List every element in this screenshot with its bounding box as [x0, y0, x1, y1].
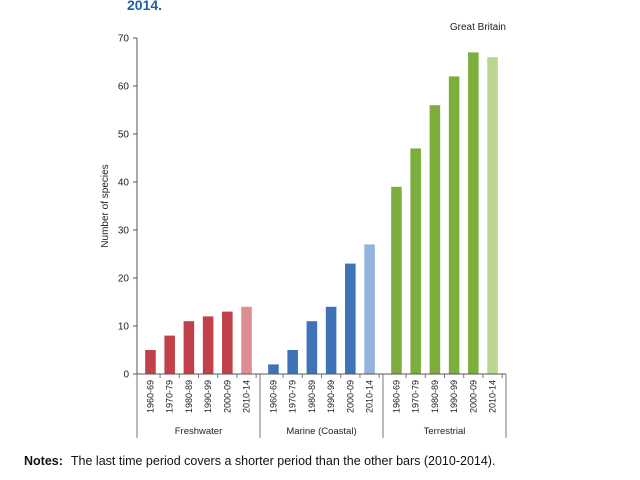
- bar: [429, 105, 441, 374]
- chart-annotation: Great Britain: [450, 22, 506, 33]
- bar: [448, 76, 460, 375]
- x-tick-label: 2000-09: [222, 380, 232, 413]
- bar: [222, 311, 233, 374]
- group-label: Terrestrial: [424, 426, 466, 437]
- group-label: Freshwater: [175, 426, 223, 437]
- x-tick-label: 2000-09: [345, 380, 355, 413]
- y-tick-label: 0: [123, 370, 129, 381]
- bar: [202, 316, 214, 374]
- y-tick-label: 20: [118, 274, 130, 285]
- x-tick-label: 1970-79: [288, 380, 298, 413]
- bar: [145, 350, 156, 374]
- bar: [410, 148, 421, 374]
- y-tick-label: 40: [118, 178, 130, 189]
- y-tick-label: 30: [118, 226, 130, 237]
- x-tick-label: 1980-89: [430, 380, 440, 413]
- y-tick-label: 10: [118, 322, 130, 333]
- x-tick-label: 1980-89: [184, 380, 194, 413]
- bar: [391, 186, 402, 374]
- y-tick-label: 70: [118, 34, 130, 45]
- x-tick-label: 1960-69: [145, 380, 155, 413]
- x-tick-label: 2000-09: [468, 380, 478, 413]
- x-tick-label: 1990-99: [449, 380, 459, 413]
- x-tick-label: 1980-89: [307, 380, 317, 413]
- notes-label: Notes:: [24, 454, 63, 468]
- bar: [306, 321, 318, 374]
- notes: Notes: The last time period covers a shor…: [24, 454, 495, 468]
- bar-chart: 0 10 20 30 40 50 60 70 Number of species Great Br…: [100, 22, 507, 438]
- y-tick-label: 50: [118, 130, 130, 141]
- x-tick-label: 1970-79: [165, 380, 175, 413]
- x-tick-label: 1990-99: [203, 380, 213, 413]
- x-tick-label: 1960-69: [268, 380, 278, 413]
- x-tick-label: 2010-14: [365, 380, 375, 413]
- x-tick-label: 2010-14: [488, 380, 498, 413]
- bar: [468, 52, 479, 375]
- y-axis-title: Number of species: [100, 164, 111, 247]
- bar: [241, 306, 252, 374]
- bar: [487, 57, 498, 374]
- group-label: Marine (Coastal): [286, 426, 356, 437]
- bar: [268, 364, 279, 374]
- y-tick-label: 60: [118, 82, 130, 93]
- x-tick-label: 1960-69: [391, 380, 401, 413]
- x-tick-label: 1970-79: [411, 380, 421, 413]
- x-tick-label: 2010-14: [242, 380, 252, 413]
- bar: [364, 244, 375, 374]
- notes-text: The last time period covers a shorter pe…: [70, 454, 496, 468]
- bar: [164, 335, 175, 374]
- chart-heading: 2014.: [127, 0, 163, 13]
- bar: [287, 350, 298, 374]
- bar: [345, 263, 356, 374]
- bar: [183, 321, 195, 374]
- bar: [325, 306, 337, 374]
- x-tick-label: 1990-99: [326, 380, 336, 413]
